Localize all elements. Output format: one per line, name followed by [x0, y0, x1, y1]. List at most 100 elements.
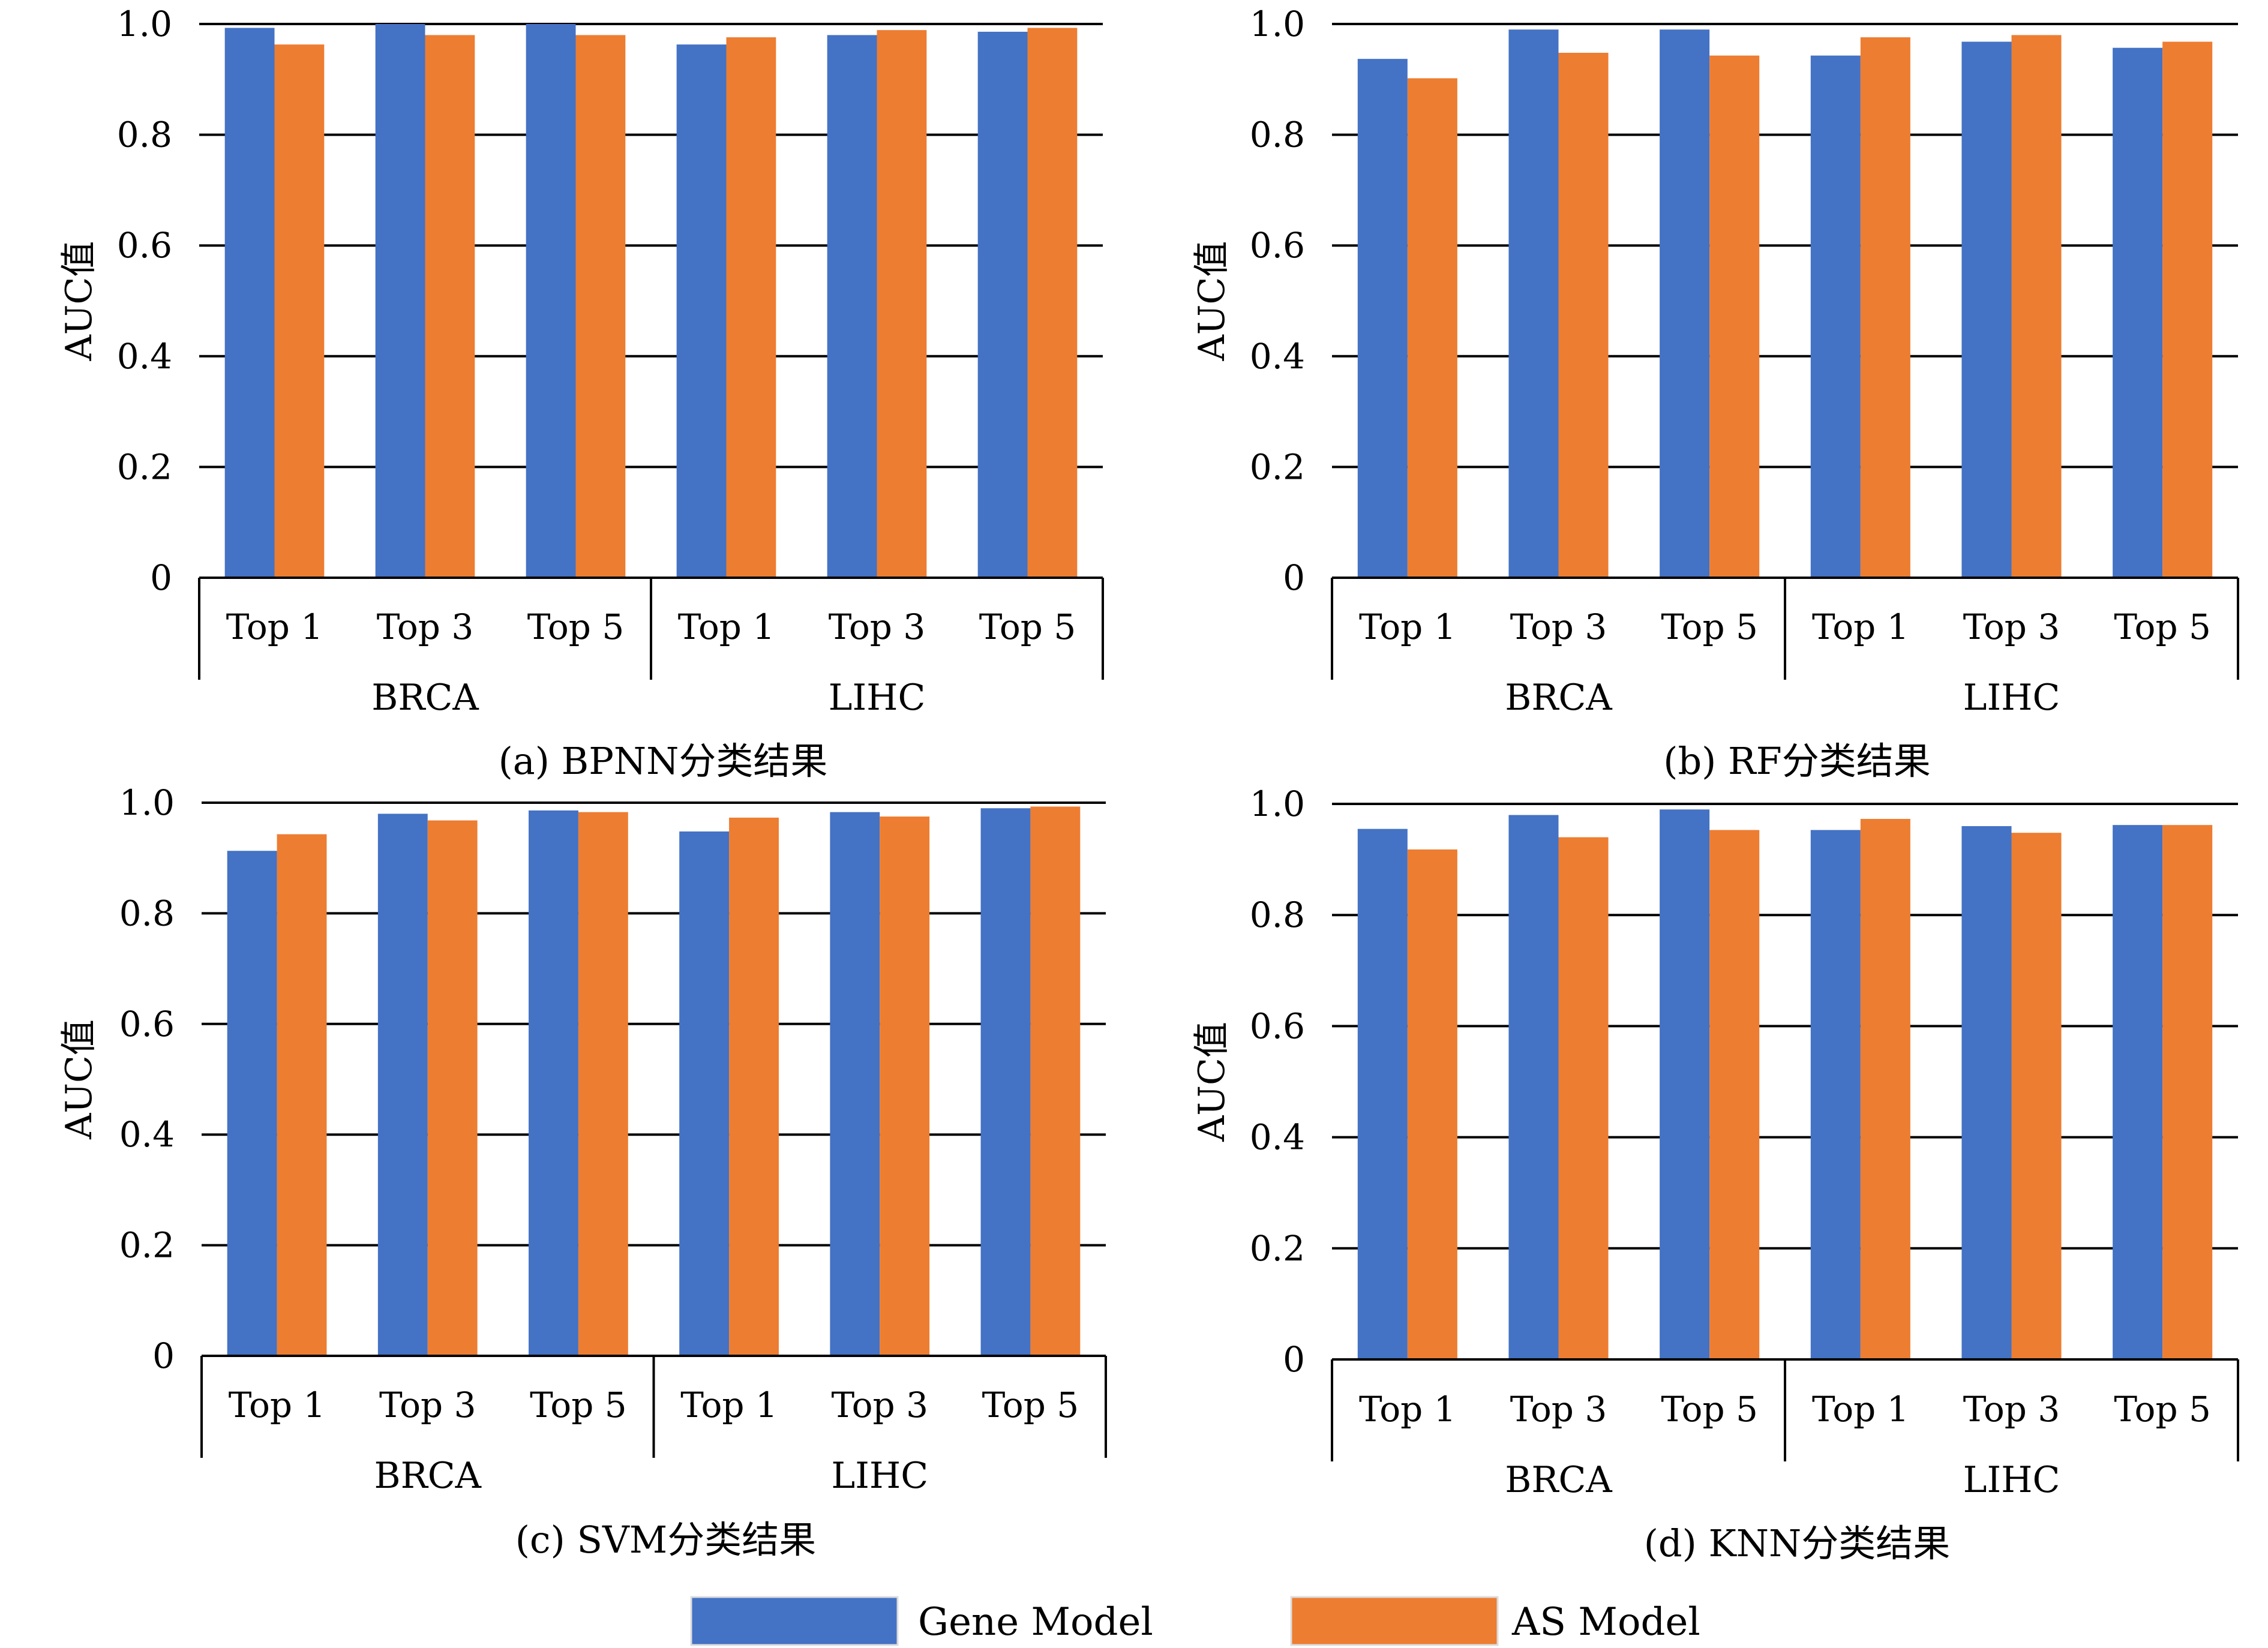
x-tick-label: Top 3	[379, 1385, 476, 1425]
x-tick-label: Top 1	[226, 607, 323, 647]
x-tick-label: Top 5	[530, 1385, 627, 1425]
bar	[224, 28, 275, 578]
y-axis-label: AUC值	[58, 1019, 100, 1140]
bar	[1810, 55, 1861, 578]
y-axis-label: AUC值	[1191, 241, 1233, 362]
y-tick-label: 0.8	[1250, 894, 1305, 935]
group-label: BRCA	[374, 1455, 481, 1497]
y-tick-label: 0.2	[1250, 1228, 1305, 1269]
y-tick-label: 0.4	[1250, 1117, 1305, 1158]
x-tick-label: Top 3	[1963, 607, 2060, 647]
bar	[1558, 52, 1609, 578]
bar	[2011, 35, 2062, 578]
x-tick-label: Top 1	[1359, 607, 1456, 647]
y-tick-label: 0.4	[119, 1114, 175, 1155]
y-tick-label: 1.0	[1250, 784, 1305, 824]
bar	[1357, 59, 1408, 578]
x-tick-label: Top 1	[229, 1385, 326, 1425]
bar	[827, 35, 877, 578]
group-label: LIHC	[1963, 1459, 2060, 1501]
x-tick-label: Top 3	[829, 607, 926, 647]
x-tick-label: Top 1	[1359, 1389, 1456, 1430]
y-tick-label: 0.6	[117, 225, 172, 266]
y-tick-label: 0.2	[119, 1225, 175, 1266]
x-tick-label: Top 5	[2114, 607, 2211, 647]
x-tick-label: Top 5	[2114, 1389, 2211, 1430]
bar	[1860, 819, 1910, 1359]
bar	[274, 44, 325, 578]
y-tick-label: 0	[150, 557, 172, 598]
bar	[1860, 37, 1910, 578]
bar	[1810, 830, 1861, 1359]
y-tick-label: 0	[1283, 557, 1305, 598]
bar	[1407, 78, 1457, 578]
bar	[1961, 826, 2012, 1359]
group-label: BRCA	[1505, 1459, 1612, 1501]
chart-panel-3: 0 0.2 0.4 0.6 0.8 1.0 Top 1 Top 3 Top 5 Top 1 Top …	[58, 782, 1107, 1562]
legend: Gene Model AS Model	[690, 1596, 1700, 1646]
y-axis-label: AUC值	[1191, 1022, 1233, 1142]
bar	[1709, 830, 1760, 1359]
bar	[1357, 828, 1408, 1359]
y-tick-label: 0.8	[1250, 115, 1305, 155]
y-tick-label: 0.4	[117, 336, 172, 377]
bar	[1660, 29, 1710, 578]
bar	[1407, 849, 1457, 1359]
y-tick-label: 0.6	[1250, 225, 1305, 266]
bar	[2113, 47, 2163, 578]
bar	[526, 24, 576, 578]
bar	[427, 820, 478, 1356]
bar	[277, 834, 327, 1356]
y-tick-label: 1.0	[117, 4, 172, 44]
group-label: BRCA	[1505, 677, 1612, 719]
panel-caption: (c) SVM分类结果	[515, 1518, 817, 1562]
bar	[880, 817, 930, 1356]
bar	[1508, 29, 1559, 578]
y-tick-label: 0.2	[1250, 446, 1305, 487]
y-axis-label: AUC值	[58, 241, 100, 362]
bar	[377, 814, 428, 1356]
bar	[679, 831, 730, 1356]
bar	[830, 812, 880, 1356]
bar	[2113, 825, 2163, 1359]
bar	[1030, 806, 1081, 1356]
bar	[1709, 55, 1760, 578]
y-tick-label: 0	[1283, 1339, 1305, 1380]
x-tick-label: Top 5	[527, 607, 625, 647]
bar	[877, 30, 927, 578]
x-tick-label: Top 1	[678, 607, 775, 647]
y-tick-label: 0	[152, 1335, 175, 1376]
bar	[578, 812, 628, 1356]
bar	[2011, 833, 2062, 1359]
group-label: LIHC	[831, 1455, 928, 1497]
bar	[977, 31, 1028, 578]
x-tick-label: Top 5	[1661, 607, 1758, 647]
bar	[227, 851, 277, 1356]
bar	[980, 808, 1031, 1356]
panels: 0 0.2 0.4 0.6 0.8 1.0 Top 1 Top 3 Top 5 Top 1 Top …	[58, 4, 2239, 1565]
panel-caption: (b) RF分类结果	[1663, 739, 1930, 783]
x-tick-label: Top 1	[680, 1385, 778, 1425]
chart-panel-2: 0 0.2 0.4 0.6 0.8 1.0 Top 1 Top 3 Top 5 Top 1 Top …	[1191, 4, 2239, 783]
group-label: LIHC	[829, 677, 926, 719]
y-tick-label: 0.6	[119, 1004, 175, 1044]
y-tick-label: 0.6	[1250, 1005, 1305, 1046]
bar	[1508, 815, 1559, 1359]
y-tick-label: 1.0	[119, 782, 175, 823]
x-tick-label: Top 5	[982, 1385, 1079, 1425]
x-tick-label: Top 3	[1510, 607, 1607, 647]
bar	[676, 44, 727, 578]
panel-caption: (a) BPNN分类结果	[499, 739, 828, 783]
x-tick-label: Top 1	[1812, 1389, 1909, 1430]
y-tick-label: 0.4	[1250, 336, 1305, 377]
x-tick-label: Top 3	[377, 607, 474, 647]
legend-swatch-as	[1290, 1596, 1499, 1646]
group-label: LIHC	[1963, 677, 2060, 719]
bar	[529, 810, 578, 1356]
bar	[1660, 809, 1710, 1359]
legend-label-as: AS Model	[1511, 1600, 1700, 1644]
bar	[575, 35, 626, 578]
y-tick-label: 0.2	[117, 446, 172, 487]
x-tick-label: Top 3	[1510, 1389, 1607, 1430]
